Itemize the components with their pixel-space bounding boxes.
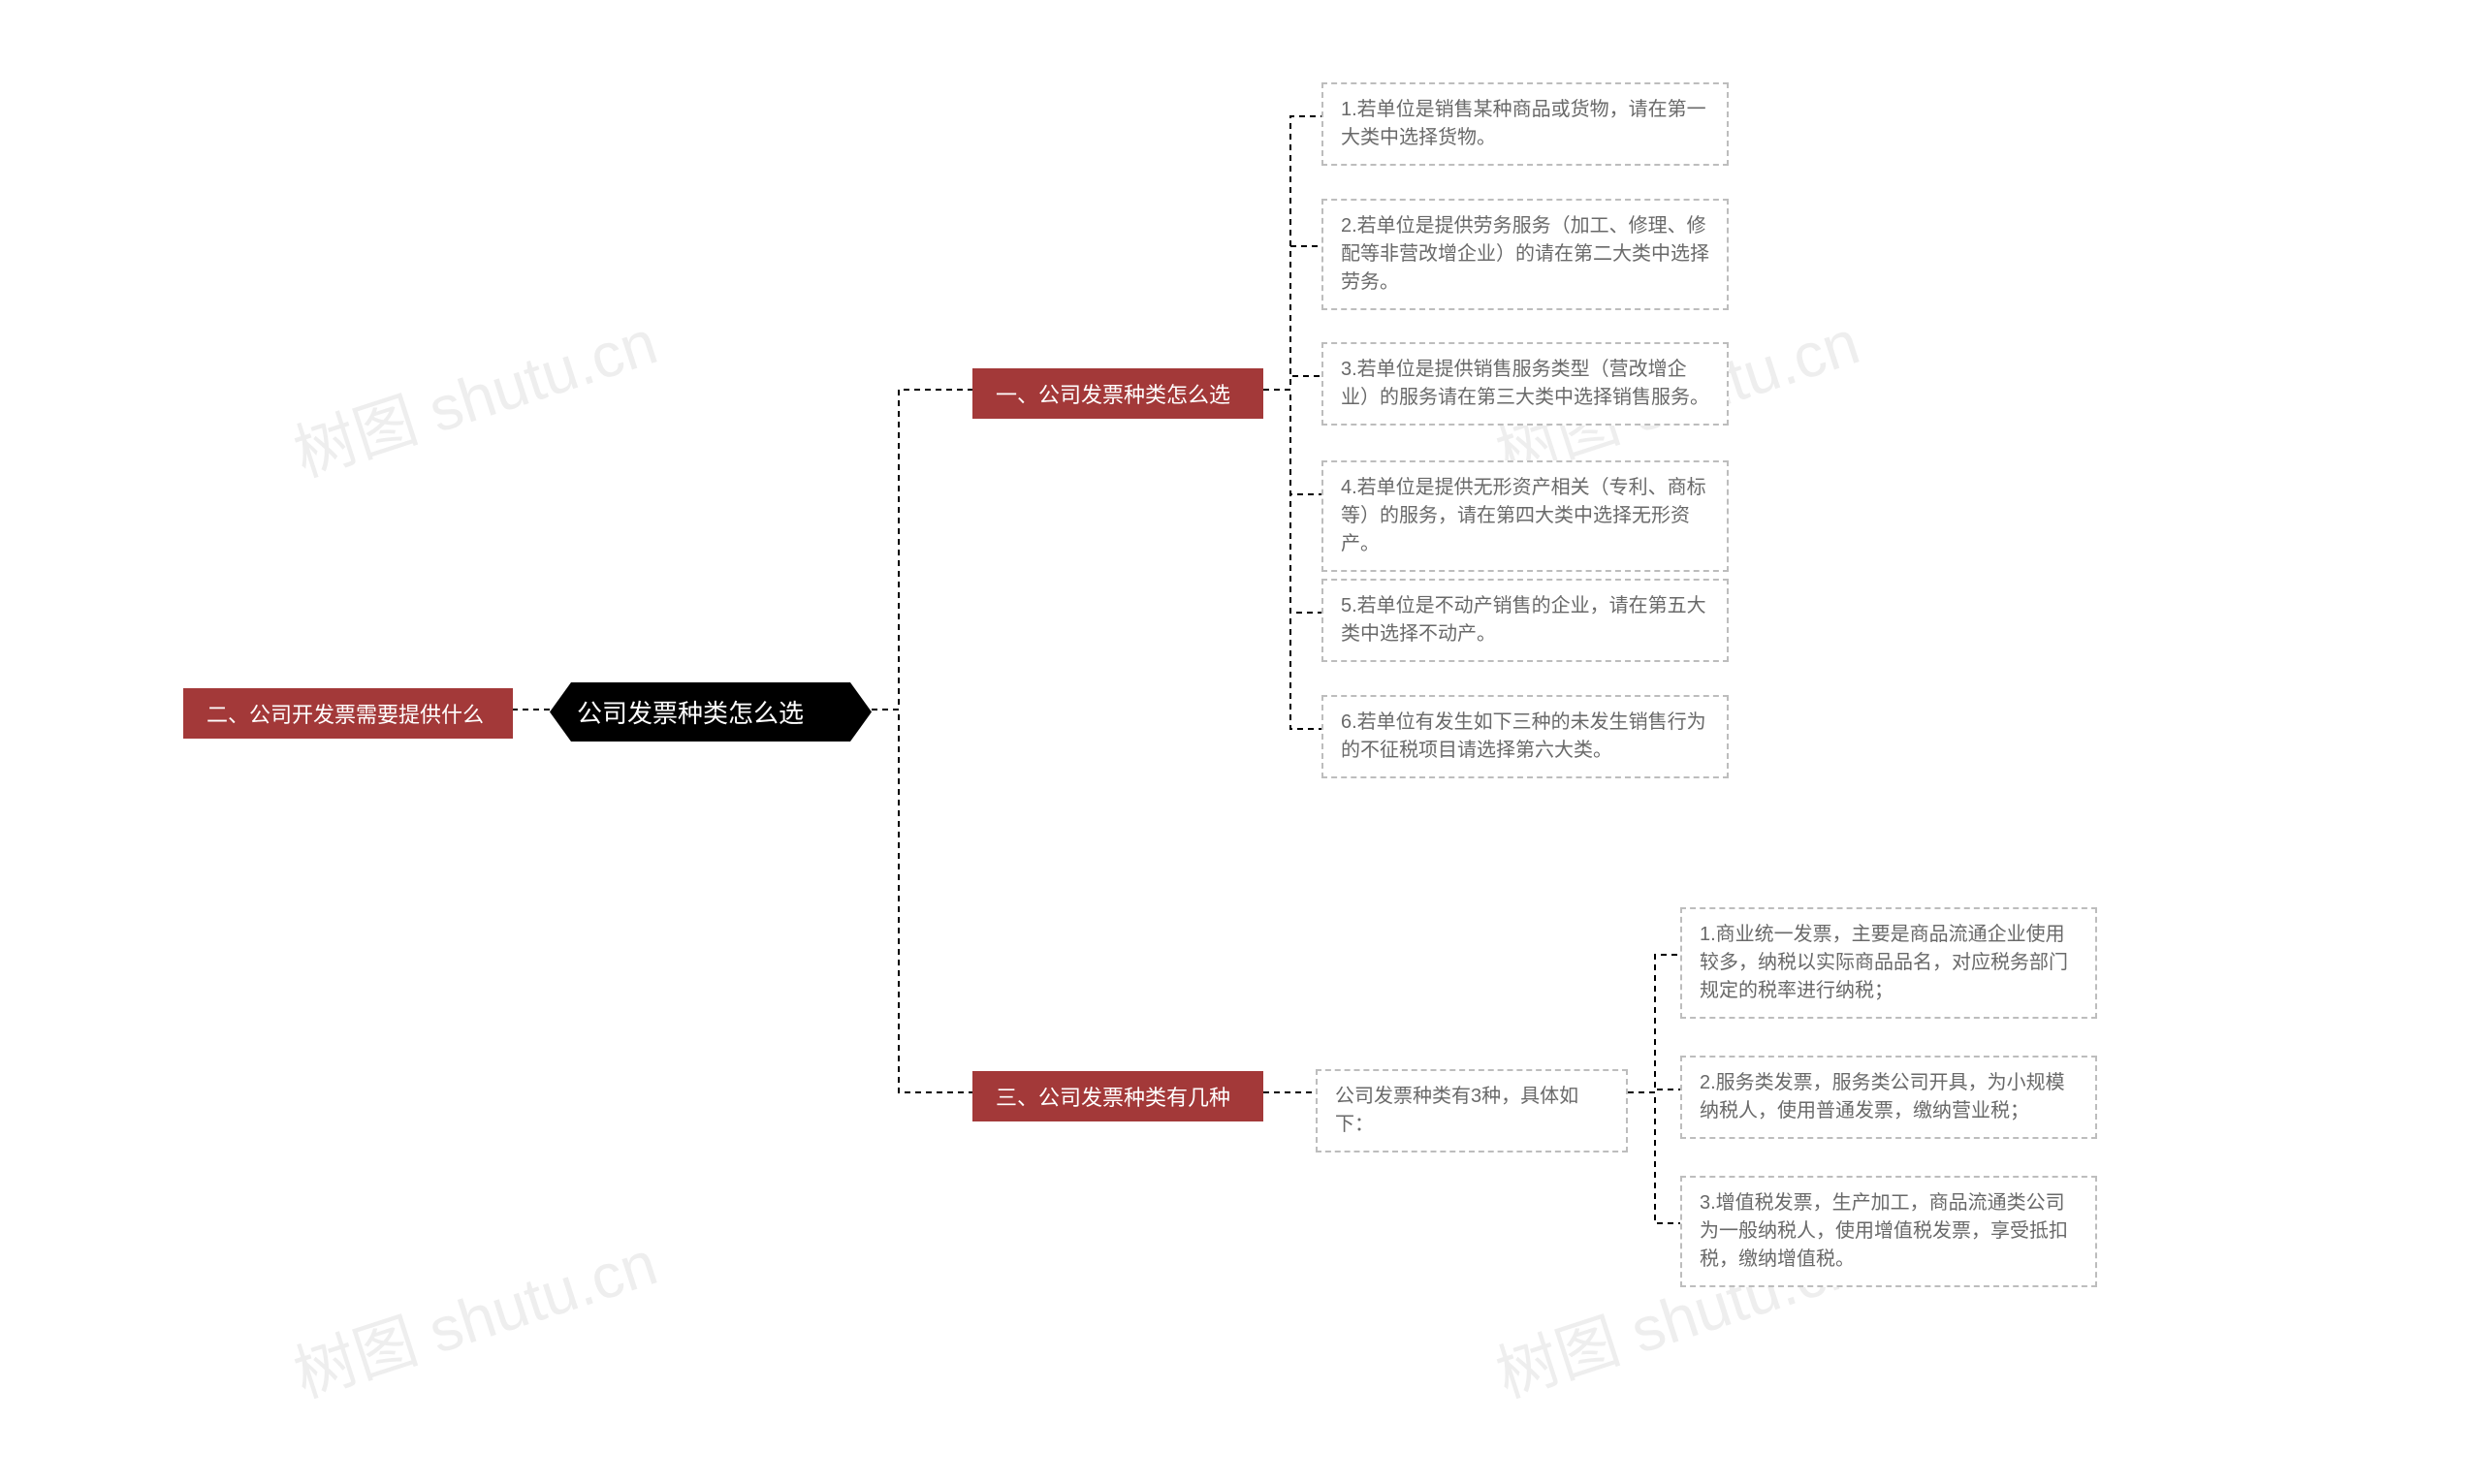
node-l3_3: 3.增值税发票，生产加工，商品流通类公司为一般纳税人，使用增值税发票，享受抵扣税… — [1680, 1176, 2097, 1287]
node-l1_1: 1.若单位是销售某种商品或货物，请在第一大类中选择货物。 — [1321, 82, 1729, 166]
node-l3_1: 1.商业统一发票，主要是商品流通企业使用较多，纳税以实际商品品名，对应税务部门规… — [1680, 907, 2097, 1019]
node-root: 公司发票种类怎么选 — [550, 682, 872, 742]
node-b1: 一、公司发票种类怎么选 — [972, 368, 1263, 419]
node-b_left: 二、公司开发票需要提供什么 — [183, 688, 513, 739]
node-label: 一、公司发票种类怎么选 — [996, 378, 1230, 409]
connectors — [0, 0, 2482, 1484]
node-label: 2.若单位是提供劳务服务（加工、修理、修配等非营改增企业）的请在第二大类中选择劳… — [1341, 212, 1709, 297]
node-l1_2: 2.若单位是提供劳务服务（加工、修理、修配等非营改增企业）的请在第二大类中选择劳… — [1321, 199, 1729, 310]
node-l1_3: 3.若单位是提供销售服务类型（营改增企业）的服务请在第三大类中选择销售服务。 — [1321, 342, 1729, 426]
node-l1_5: 5.若单位是不动产销售的企业，请在第五大类中选择不动产。 — [1321, 579, 1729, 662]
node-l3_2: 2.服务类发票，服务类公司开具，为小规模纳税人，使用普通发票，缴纳营业税； — [1680, 1056, 2097, 1139]
node-b3: 三、公司发票种类有几种 — [972, 1071, 1263, 1121]
node-label: 4.若单位是提供无形资产相关（专利、商标等）的服务，请在第四大类中选择无形资产。 — [1341, 474, 1709, 558]
node-l1_4: 4.若单位是提供无形资产相关（专利、商标等）的服务，请在第四大类中选择无形资产。 — [1321, 460, 1729, 572]
node-label: 1.若单位是销售某种商品或货物，请在第一大类中选择货物。 — [1341, 96, 1709, 152]
node-label: 二、公司开发票需要提供什么 — [207, 698, 484, 729]
node-label: 1.商业统一发票，主要是商品流通企业使用较多，纳税以实际商品品名，对应税务部门规… — [1700, 921, 2078, 1005]
watermark: 树图 shutu.cn — [281, 293, 666, 493]
node-label: 3.增值税发票，生产加工，商品流通类公司为一般纳税人，使用增值税发票，享受抵扣税… — [1700, 1189, 2078, 1274]
node-label: 3.若单位是提供销售服务类型（营改增企业）的服务请在第三大类中选择销售服务。 — [1341, 356, 1709, 412]
node-label: 公司发票种类有3种，具体如下： — [1335, 1083, 1608, 1139]
node-label: 6.若单位有发生如下三种的未发生销售行为的不征税项目请选择第六大类。 — [1341, 709, 1709, 765]
node-b3_mid: 公司发票种类有3种，具体如下： — [1316, 1069, 1628, 1152]
watermark: 树图 shutu.cn — [281, 1214, 666, 1414]
node-label: 2.服务类发票，服务类公司开具，为小规模纳税人，使用普通发票，缴纳营业税； — [1700, 1069, 2078, 1125]
node-label: 三、公司发票种类有几种 — [996, 1081, 1230, 1112]
node-label: 5.若单位是不动产销售的企业，请在第五大类中选择不动产。 — [1341, 592, 1709, 648]
node-l1_6: 6.若单位有发生如下三种的未发生销售行为的不征税项目请选择第六大类。 — [1321, 695, 1729, 778]
node-label: 公司发票种类怎么选 — [577, 694, 804, 730]
